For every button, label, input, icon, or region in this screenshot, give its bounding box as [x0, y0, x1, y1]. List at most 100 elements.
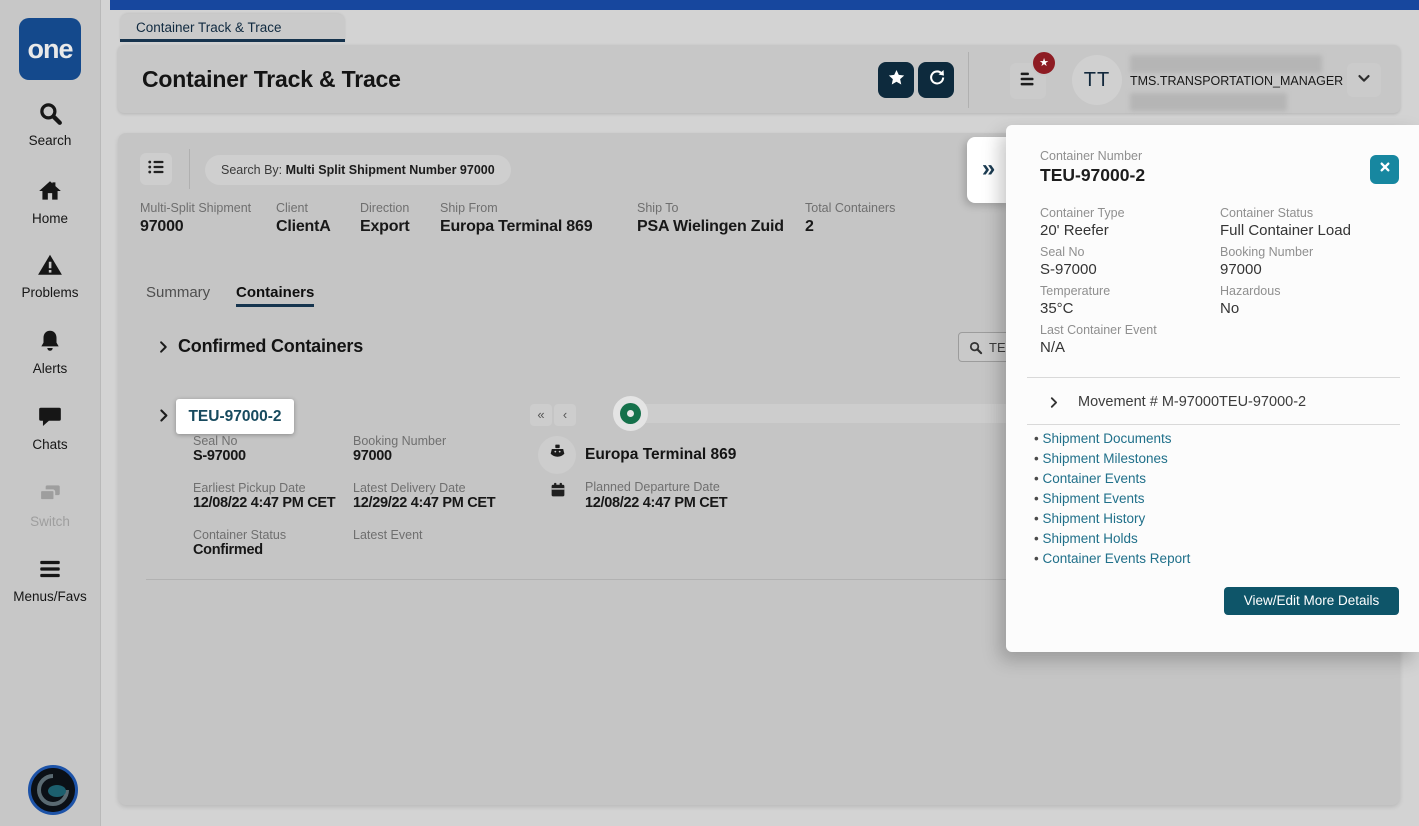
- list-item: • Container Events Report: [1034, 549, 1374, 569]
- bullet-icon: •: [1034, 511, 1039, 526]
- timeline-track: [618, 404, 1010, 423]
- bullet-icon: •: [1034, 531, 1039, 546]
- list-item: • Container Events: [1034, 469, 1374, 489]
- redacted-user-org: [1130, 93, 1287, 111]
- link-shipment-milestones[interactable]: Shipment Milestones: [1042, 451, 1168, 466]
- sidebar-item-home[interactable]: Home: [0, 178, 100, 226]
- view-list-button[interactable]: [140, 153, 172, 185]
- user-menu-button[interactable]: [1347, 63, 1381, 97]
- list-item: • Shipment Documents: [1034, 429, 1374, 449]
- popup-header-label: Container Number: [1040, 149, 1143, 163]
- section-expand-chevron-icon[interactable]: [157, 340, 171, 359]
- sidebar-item-label: Alerts: [32, 361, 68, 376]
- bullet-icon: •: [1034, 431, 1039, 446]
- section-title: Confirmed Containers: [178, 336, 364, 356]
- list-item: • Shipment Events: [1034, 489, 1374, 509]
- link-shipment-holds[interactable]: Shipment Holds: [1042, 531, 1138, 546]
- sidebar-item-label: Switch: [30, 514, 70, 529]
- row-divider: [146, 579, 1006, 580]
- popup-field: Container Status Full Container Load: [1220, 206, 1351, 239]
- bullet-icon: •: [1034, 451, 1039, 466]
- info-field: Ship To PSA Wielingen Zuid: [637, 201, 784, 235]
- departure-label: Planned Departure Date: [585, 480, 720, 494]
- search-icon: [968, 340, 983, 360]
- popup-field: Container Type 20' Reefer: [1040, 206, 1125, 239]
- list-icon: [146, 157, 166, 182]
- container-id-link[interactable]: TEU-97000-2: [176, 399, 294, 434]
- popup-title: TEU-97000-2: [1040, 165, 1146, 185]
- sidebar-item-menus-favs[interactable]: Menus/Favs: [0, 556, 100, 604]
- calendar-icon: [549, 481, 567, 504]
- departure-value: 12/08/22 4:47 PM CET: [585, 495, 728, 511]
- favorite-button[interactable]: [878, 62, 914, 98]
- close-icon: [1378, 160, 1392, 179]
- container-field: Latest Event: [353, 528, 423, 542]
- page-title: Container Track & Trace: [142, 66, 401, 92]
- redacted-user-name: [1130, 55, 1322, 73]
- row-expand-chevron-icon[interactable]: [157, 408, 172, 428]
- timeline-prev-button[interactable]: ‹: [554, 404, 576, 426]
- list-item: • Shipment Milestones: [1034, 449, 1374, 469]
- search-by-label: Search By:: [221, 163, 283, 177]
- link-container-events-report[interactable]: Container Events Report: [1042, 551, 1191, 566]
- bell-icon: [37, 330, 63, 358]
- info-field: Ship From Europa Terminal 869: [440, 201, 593, 235]
- container-detail-popup: [1006, 125, 1419, 652]
- sidebar-item-alerts[interactable]: Alerts: [0, 328, 100, 376]
- sidebar-item-chats[interactable]: Chats: [0, 404, 100, 452]
- chat-icon: [37, 407, 63, 434]
- link-shipment-documents[interactable]: Shipment Documents: [1042, 431, 1172, 446]
- user-avatar[interactable]: TT: [1072, 55, 1122, 105]
- container-field: Earliest Pickup Date 12/08/22 4:47 PM CE…: [193, 481, 336, 511]
- sidebar-item-label: Menus/Favs: [13, 589, 87, 604]
- user-role: TMS.TRANSPORTATION_MANAGER: [1130, 74, 1344, 88]
- hamburger-icon: [37, 560, 63, 586]
- avatar-initials: TT: [1083, 68, 1111, 91]
- link-shipment-events[interactable]: Shipment Events: [1042, 491, 1145, 506]
- info-field: Multi-Split Shipment 97000: [140, 201, 252, 235]
- search-by-chip[interactable]: Search By: Multi Split Shipment Number 9…: [205, 155, 511, 185]
- search-by-value: Multi Split Shipment Number 97000: [285, 163, 495, 177]
- bullet-icon: •: [1034, 551, 1039, 566]
- list-item: • Shipment Holds: [1034, 529, 1374, 549]
- popup-close-button[interactable]: [1370, 155, 1399, 184]
- popup-field: Hazardous No: [1220, 284, 1281, 317]
- link-container-events[interactable]: Container Events: [1042, 471, 1147, 486]
- sidebar-item-problems[interactable]: Problems: [0, 252, 100, 300]
- sidebar-item-switch[interactable]: Switch: [0, 481, 100, 529]
- refresh-button[interactable]: [918, 62, 954, 98]
- sidebar-item-label: Home: [31, 211, 68, 226]
- popup-field: Seal No S-97000: [1040, 245, 1097, 278]
- link-shipment-history[interactable]: Shipment History: [1042, 511, 1146, 526]
- sidebar-item-label: Problems: [21, 285, 79, 300]
- toolbar-divider: [189, 149, 190, 189]
- ship-icon: [547, 442, 568, 468]
- popup-divider: [1027, 424, 1400, 425]
- movement-number: Movement # M-97000TEU-97000-2: [1078, 394, 1307, 410]
- warning-icon: [37, 254, 63, 282]
- sidebar-item-search[interactable]: Search: [0, 100, 100, 148]
- page-tab-label: Container Track & Trace: [136, 20, 282, 35]
- switch-windows-icon: [37, 485, 63, 511]
- browser-page-tab[interactable]: Container Track & Trace: [120, 14, 345, 42]
- timeline-first-button[interactable]: «: [530, 404, 552, 426]
- home-icon: [37, 181, 63, 208]
- chevron-down-icon: [1355, 69, 1373, 92]
- menu-lines-icon: [1017, 68, 1039, 95]
- stop-name: Europa Terminal 869: [585, 446, 737, 463]
- popup-collapse-button[interactable]: »: [967, 137, 1010, 203]
- popup-divider: [1027, 377, 1400, 378]
- favorites-badge: ★: [1031, 50, 1057, 76]
- movement-expand-chevron-icon[interactable]: [1048, 396, 1061, 414]
- container-field: Container Status Confirmed: [193, 528, 287, 558]
- workspace-avatar[interactable]: [28, 765, 78, 815]
- tab-containers[interactable]: Containers: [236, 284, 315, 307]
- timeline-milestone-dot[interactable]: [613, 396, 648, 431]
- view-edit-more-details-button[interactable]: View/Edit More Details: [1224, 587, 1399, 615]
- tab-summary[interactable]: Summary: [146, 284, 211, 301]
- info-field: Client ClientA: [276, 201, 331, 235]
- badge-star-icon: ★: [1039, 56, 1049, 69]
- globe-logo-icon: [31, 768, 75, 812]
- one-logo[interactable]: one: [19, 18, 81, 80]
- popup-field: Temperature 35°C: [1040, 284, 1111, 317]
